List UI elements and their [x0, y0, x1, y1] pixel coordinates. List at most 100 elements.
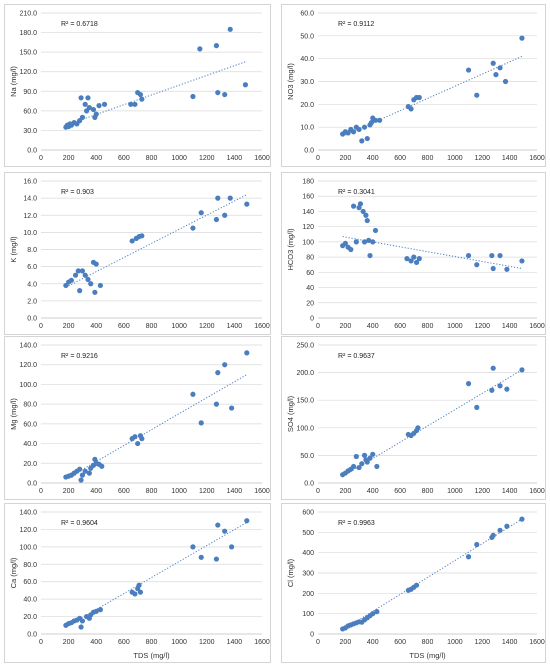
- y-tick-label: 30.0: [23, 128, 37, 135]
- y-tick-label: 20.0: [300, 102, 314, 109]
- data-point: [413, 259, 420, 266]
- y-tick-label: 0.0: [27, 632, 37, 639]
- data-point: [348, 246, 354, 253]
- data-point: [366, 237, 372, 243]
- x-tick-label: 1600: [254, 639, 270, 646]
- data-point: [519, 516, 525, 522]
- x-tick-label: 0: [316, 639, 320, 646]
- y-tick-label: 60.0: [23, 579, 37, 586]
- y-tick-label: 40.0: [300, 56, 314, 63]
- data-point: [367, 455, 373, 461]
- y-tick-label: 600: [302, 510, 314, 517]
- scatter-plot-svg: 0.0 20.0 40.0 60.0 80.0 100.0 120.0 140.0 0 200 40…: [9, 343, 270, 496]
- y-tick-label: 80: [306, 255, 314, 262]
- data-point: [86, 104, 92, 111]
- x-tick-label: 1600: [254, 323, 270, 330]
- data-point: [82, 468, 88, 474]
- x-tick-label: 1600: [529, 488, 545, 495]
- chart-panel-hco3: 0 20 40 60 80 100 120 140 160 180 0 200 400 600 800 100…: [281, 172, 546, 335]
- r-squared-label: R² = 0.9216: [61, 353, 98, 360]
- data-point: [96, 103, 102, 109]
- data-point: [411, 254, 417, 260]
- x-tick-label: 400: [367, 639, 379, 646]
- data-point: [374, 463, 380, 470]
- y-tick-label: 60.0: [23, 421, 37, 428]
- x-tick-label: 800: [422, 323, 434, 330]
- x-tick-label: 1200: [199, 639, 215, 646]
- x-tick-label: 600: [118, 639, 130, 646]
- data-point: [465, 554, 472, 560]
- data-point: [368, 120, 374, 126]
- x-tick-label: 200: [340, 639, 352, 646]
- y-axis-title: HCO3 (mg/l): [286, 228, 295, 271]
- data-point: [85, 276, 91, 283]
- data-point: [364, 135, 370, 142]
- data-point: [197, 46, 203, 52]
- data-point: [85, 95, 91, 101]
- chart-panel-ca: 0.0 20.0 40.0 60.0 80.0 100.0 120.0 140.0 0 200 40…: [4, 503, 271, 663]
- y-tick-label: 210.0: [19, 11, 37, 18]
- x-tick-label: 1000: [171, 488, 187, 495]
- data-point: [490, 365, 496, 371]
- y-axis-title: Cl (mg/l): [286, 558, 295, 587]
- y-tick-label: 100: [302, 239, 314, 246]
- y-tick-label: 60.0: [23, 108, 37, 115]
- data-point: [227, 26, 233, 32]
- data-point: [93, 261, 99, 267]
- y-tick-label: 0.0: [27, 148, 37, 155]
- data-point: [139, 436, 145, 442]
- x-tick-label: 1400: [227, 155, 243, 162]
- data-point: [493, 72, 499, 78]
- x-tick-label: 0: [39, 639, 43, 646]
- data-point: [408, 258, 414, 264]
- data-point: [190, 391, 196, 397]
- data-point: [361, 239, 368, 245]
- y-tick-label: 180.0: [19, 30, 37, 37]
- data-point: [78, 624, 84, 630]
- x-tick-label: 1200: [199, 155, 215, 162]
- data-point: [350, 129, 357, 135]
- y-axis-title: SO4 (mg/l): [286, 395, 295, 432]
- data-point: [79, 472, 86, 478]
- y-tick-label: 300: [302, 571, 314, 578]
- x-tick-label: 400: [367, 488, 379, 495]
- x-tick-label: 200: [340, 488, 352, 495]
- y-tick-label: 200: [302, 591, 314, 598]
- y-tick-label: 30.0: [300, 79, 314, 86]
- y-tick-label: 0: [310, 316, 314, 323]
- scatter-plot-svg: 0.0 50.0 100.0 150.0 200.0 250.0 0 200 400 600 800…: [286, 343, 545, 496]
- data-point: [370, 239, 376, 245]
- data-point: [229, 405, 235, 411]
- y-tick-label: 12.0: [23, 213, 37, 220]
- r-squared-label: R² = 0.903: [61, 189, 94, 196]
- r-squared-label: R² = 0.9963: [338, 520, 375, 527]
- data-point: [213, 43, 220, 49]
- data-point: [353, 453, 359, 460]
- data-point: [82, 272, 88, 278]
- x-tick-label: 0: [39, 488, 43, 495]
- data-point: [135, 440, 141, 447]
- y-tick-label: 140.0: [19, 343, 37, 350]
- r-squared-label: R² = 0.6718: [61, 21, 98, 28]
- x-tick-label: 200: [63, 639, 75, 646]
- data-point: [497, 527, 503, 533]
- data-point: [227, 195, 233, 201]
- r-squared-label: R² = 0.3041: [338, 189, 375, 196]
- y-tick-label: 60: [306, 270, 314, 277]
- y-tick-label: 180: [302, 179, 314, 186]
- x-tick-label: 1400: [502, 488, 518, 495]
- data-point: [244, 201, 250, 207]
- x-tick-label: 400: [367, 323, 379, 330]
- trendline: [65, 60, 247, 126]
- scatter-plot-svg: 0.0 2.0 4.0 6.0 8.0 10.0 12.0 14.0 16.0 0 200 400 60…: [9, 179, 270, 331]
- x-tick-label: 400: [90, 639, 102, 646]
- r-squared-label: R² = 0.9604: [61, 520, 98, 527]
- data-point: [68, 277, 74, 283]
- data-point: [372, 227, 379, 234]
- y-axis-title: Na (mg/l): [9, 66, 18, 97]
- x-tick-label: 0: [39, 323, 43, 330]
- x-tick-label: 600: [118, 155, 130, 162]
- data-point: [404, 256, 410, 262]
- x-tick-label: 0: [316, 323, 320, 330]
- y-tick-label: 14.0: [23, 196, 37, 203]
